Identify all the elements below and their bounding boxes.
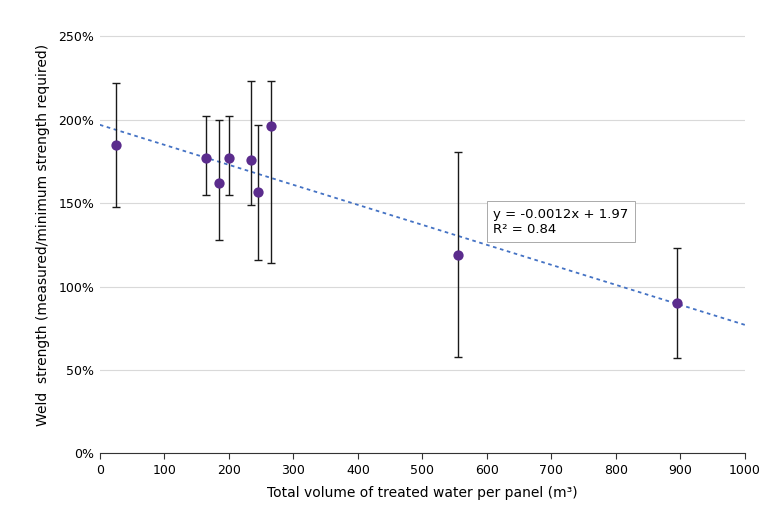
Point	[110, 141, 122, 149]
Point	[213, 179, 225, 188]
Point	[200, 154, 213, 163]
Point	[252, 188, 264, 196]
Text: y = -0.0012x + 1.97
R² = 0.84: y = -0.0012x + 1.97 R² = 0.84	[493, 207, 629, 235]
Y-axis label: Weld  strength (measured/minimum strength required): Weld strength (measured/minimum strength…	[36, 43, 50, 426]
Point	[452, 251, 464, 259]
Point	[245, 156, 257, 164]
Point	[671, 299, 684, 307]
X-axis label: Total volume of treated water per panel (m³): Total volume of treated water per panel …	[267, 486, 578, 500]
Point	[265, 122, 277, 131]
Point	[223, 154, 235, 163]
